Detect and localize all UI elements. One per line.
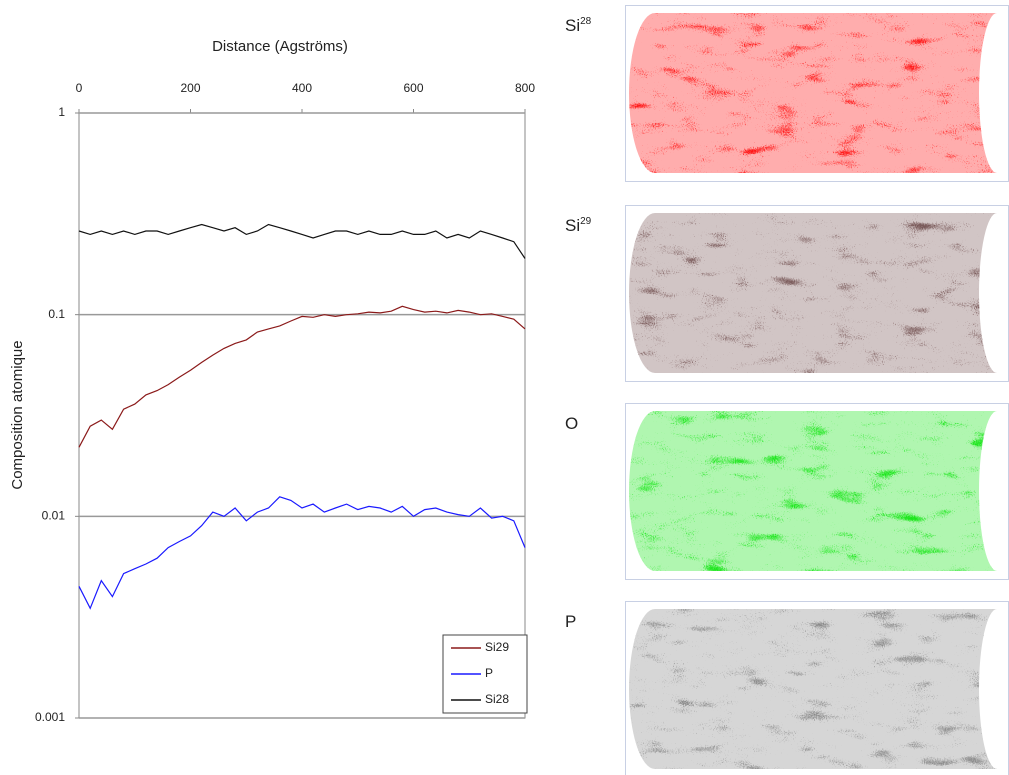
y-tick-label: 0.001: [35, 710, 65, 724]
atom-cloud: [629, 13, 997, 173]
x-axis-title: Distance (Agströms): [212, 38, 348, 55]
y-tick-label: 0.1: [48, 307, 65, 321]
atom-cloud: [629, 609, 997, 769]
panel-label-text: Si: [565, 16, 580, 35]
panel-label: O: [565, 414, 578, 433]
y-tick-label: 1: [58, 105, 65, 119]
panel-label: Si28: [565, 16, 592, 36]
y-axis-title: Composition atomique: [9, 340, 26, 489]
panel-label-sup: 28: [580, 16, 592, 27]
series-line: [78, 496, 526, 610]
x-tick-label: 0: [76, 81, 83, 95]
panel-label: P: [565, 612, 576, 631]
atom-cloud: [629, 213, 997, 373]
legend-label: Si28: [485, 692, 509, 706]
panel-label-sup: 29: [580, 216, 592, 227]
atom-cloud: [629, 411, 997, 571]
y-tick-label: 0.01: [42, 509, 66, 523]
panel-label-text: Si: [565, 216, 580, 235]
legend-label: Si29: [485, 640, 509, 654]
panel-label-text: O: [565, 414, 578, 433]
plot-frame: [78, 112, 526, 719]
x-tick-label: 200: [180, 81, 200, 95]
x-tick-label: 600: [403, 81, 423, 95]
panel-label-text: P: [565, 612, 576, 631]
series-line: [78, 305, 526, 448]
x-tick-label: 400: [292, 81, 312, 95]
series-line: [78, 223, 526, 259]
panel-label: Si29: [565, 216, 592, 236]
legend-label: P: [485, 666, 493, 680]
x-tick-label: 800: [515, 81, 535, 95]
